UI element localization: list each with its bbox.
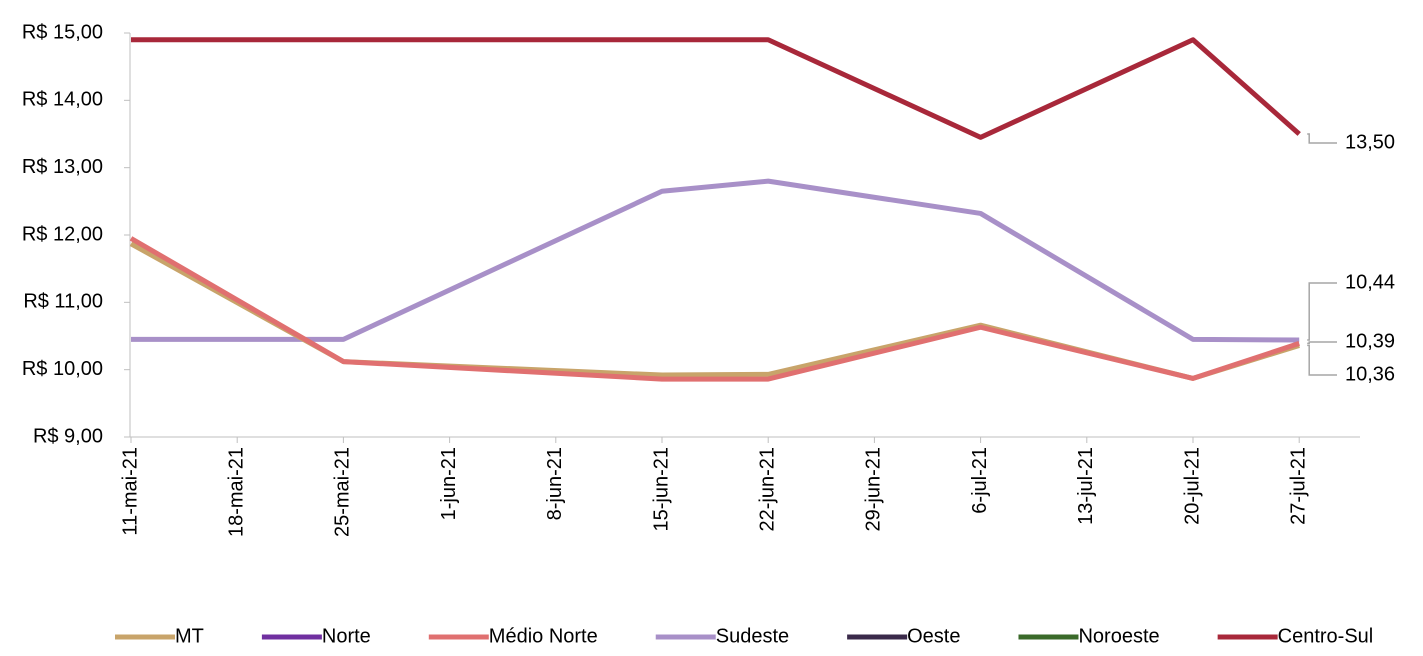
x-tick-label: 25-mai-21 bbox=[332, 447, 354, 537]
legend-label: Médio Norte bbox=[489, 625, 598, 647]
y-tick-label: R$ 15,00 bbox=[22, 21, 103, 43]
x-tick-label: 8-jun-21 bbox=[544, 447, 566, 520]
x-tick-label: 11-mai-21 bbox=[119, 447, 141, 536]
y-tick-label: R$ 12,00 bbox=[22, 223, 103, 245]
x-tick-label: 20-jul-21 bbox=[1181, 447, 1203, 525]
y-tick-label: R$ 13,00 bbox=[22, 156, 103, 178]
series-line bbox=[129, 236, 1300, 382]
y-tick-label: R$ 14,00 bbox=[22, 89, 103, 111]
x-tick-label: 18-mai-21 bbox=[225, 447, 247, 537]
x-tick-label: 27-jul-21 bbox=[1287, 447, 1309, 525]
y-tick-label: R$ 10,00 bbox=[22, 358, 103, 380]
data-label: 10,36 bbox=[1345, 363, 1395, 385]
x-tick-label: 1-jun-21 bbox=[438, 447, 460, 520]
leader-line bbox=[1307, 344, 1337, 376]
leader-line bbox=[1307, 341, 1337, 345]
legend-label: Norte bbox=[322, 625, 371, 647]
x-tick-label: 15-jun-21 bbox=[650, 447, 672, 532]
x-tick-label: 29-jun-21 bbox=[863, 447, 885, 532]
x-tick-label: 22-jun-21 bbox=[756, 447, 778, 532]
data-label: 10,44 bbox=[1345, 271, 1395, 293]
series-line bbox=[129, 241, 1300, 381]
legend-label: Centro-Sul bbox=[1278, 625, 1374, 647]
legend-label: MT bbox=[175, 625, 204, 647]
series-line bbox=[131, 37, 1301, 140]
legend-label: Sudeste bbox=[716, 625, 789, 647]
leader-line bbox=[1307, 282, 1337, 341]
legend-label: Noroeste bbox=[1078, 625, 1159, 647]
x-tick-label: 13-jul-21 bbox=[1075, 447, 1097, 525]
legend-label: Oeste bbox=[907, 625, 960, 647]
data-label: 13,50 bbox=[1345, 131, 1395, 153]
x-tick-label: 6-jul-21 bbox=[969, 447, 991, 514]
leader-line bbox=[1307, 133, 1337, 144]
y-tick-label: R$ 11,00 bbox=[23, 291, 103, 313]
series-line bbox=[131, 178, 1300, 343]
data-label: 10,39 bbox=[1345, 330, 1395, 352]
y-tick-label: R$ 9,00 bbox=[33, 425, 103, 447]
